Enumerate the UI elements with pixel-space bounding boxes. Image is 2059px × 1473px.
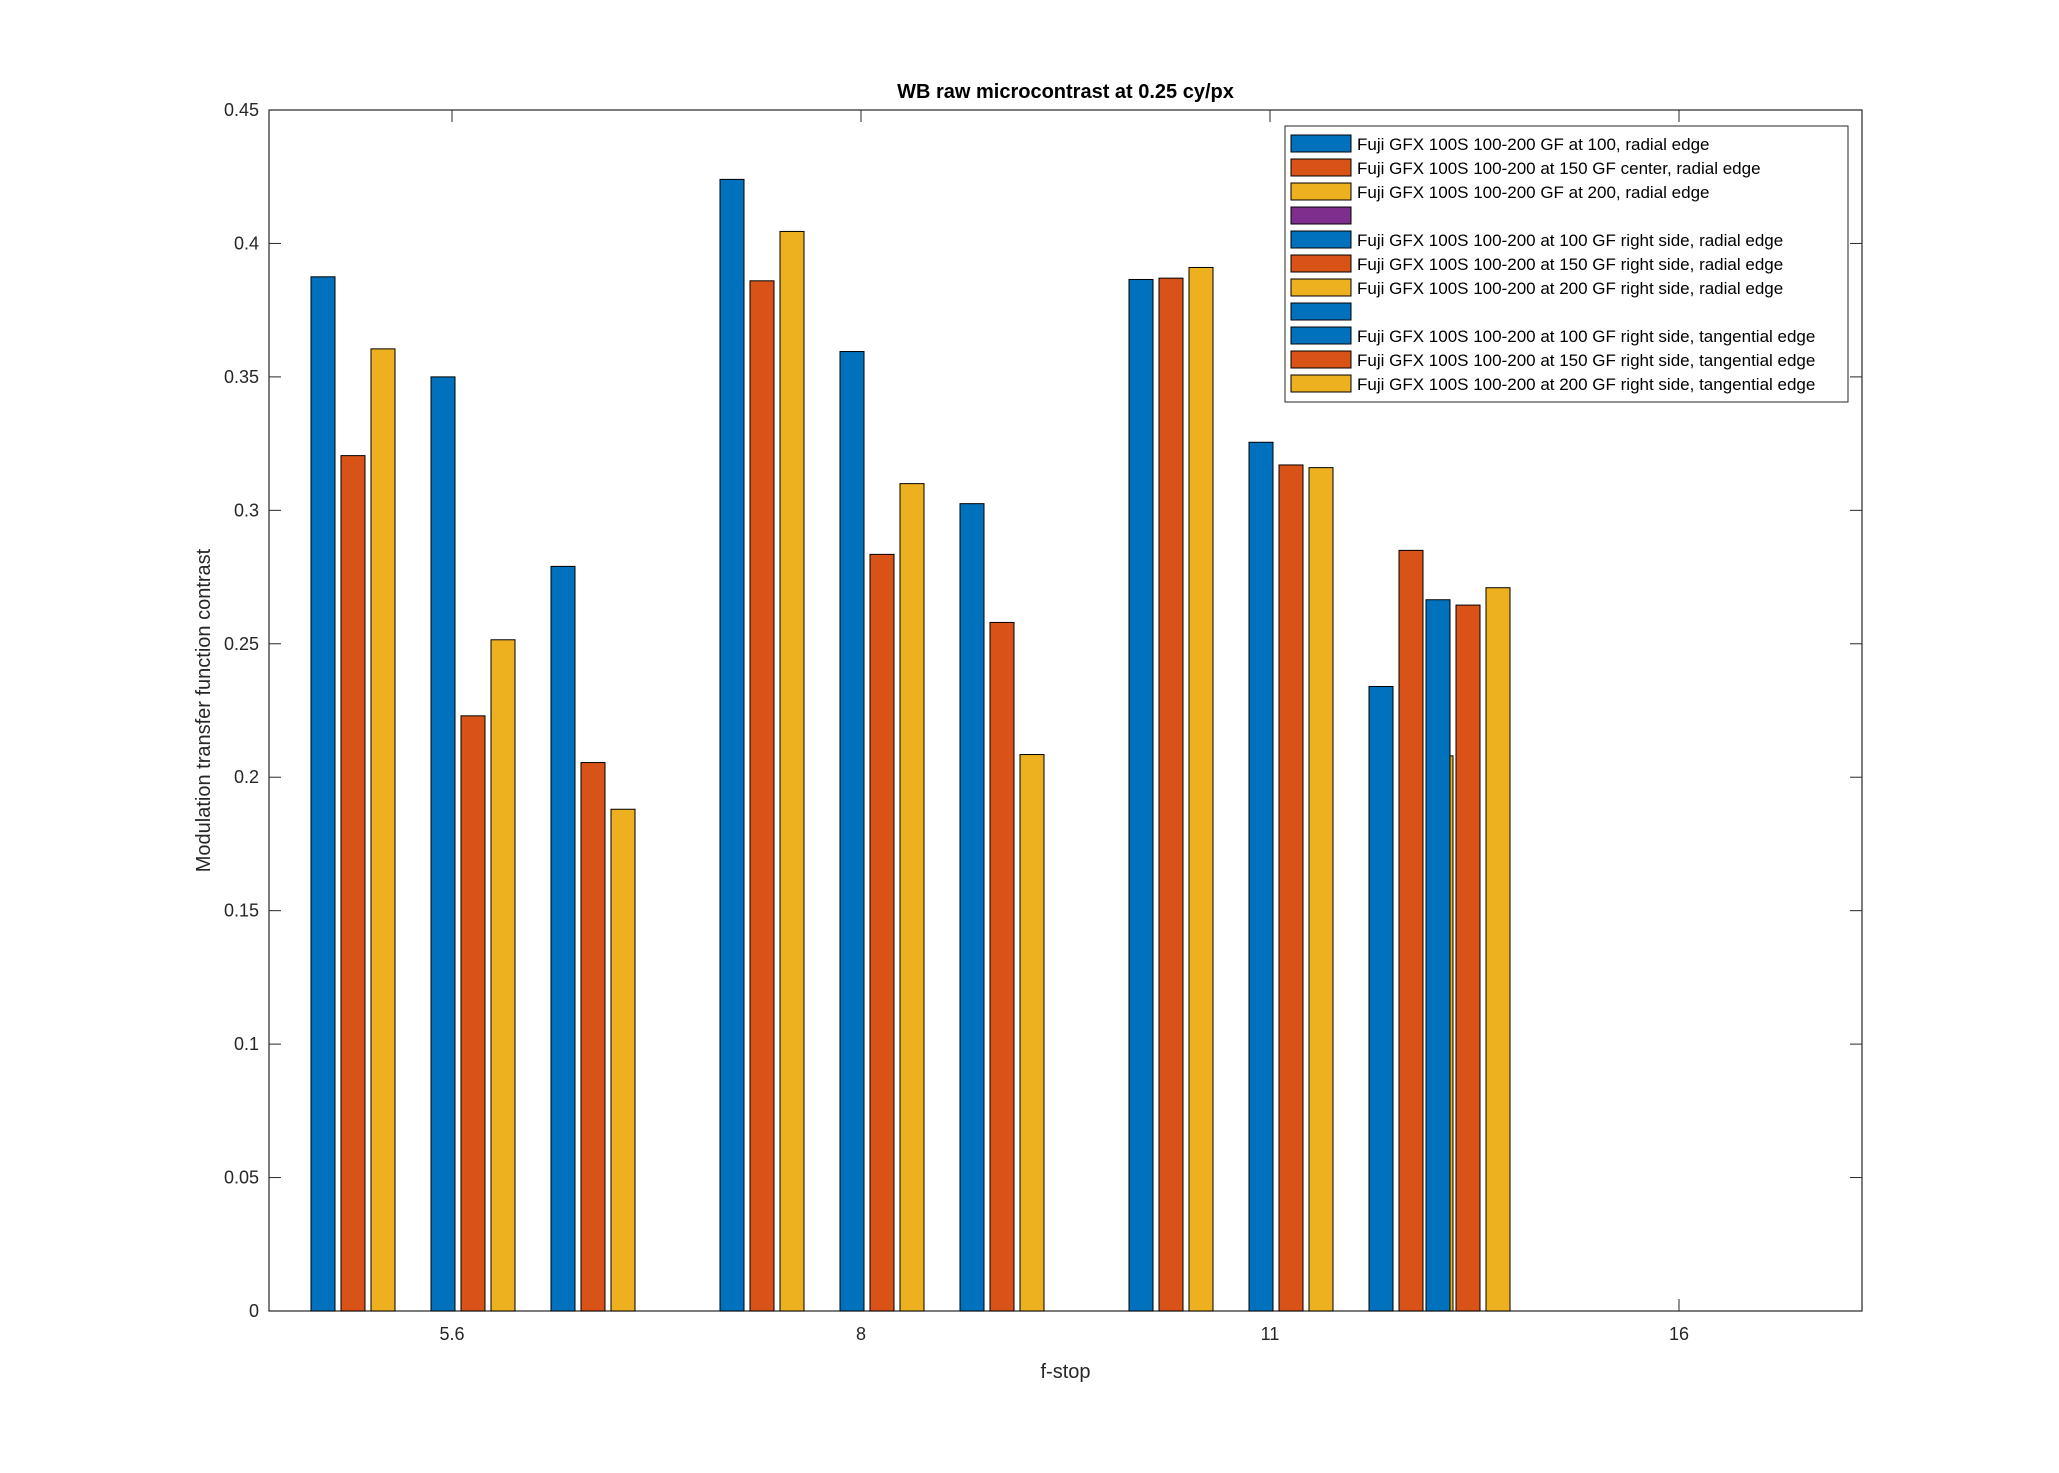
bar	[1425, 599, 1451, 1312]
legend-swatch	[1290, 254, 1352, 273]
bar	[1278, 464, 1304, 1312]
bar	[959, 503, 985, 1312]
legend-label: Fuji GFX 100S 100-200 at 150 GF right si…	[1357, 255, 1783, 274]
legend-label: Fuji GFX 100S 100-200 at 200 GF right si…	[1357, 279, 1783, 298]
legend-label: Fuji GFX 100S 100-200 at 150 GF right si…	[1357, 351, 1815, 370]
x-axis-title: f-stop	[1040, 1361, 1090, 1383]
legend-swatch	[1290, 230, 1352, 249]
y-tick-label: 0.2	[234, 767, 259, 787]
bar	[899, 483, 925, 1312]
y-tick-label: 0.25	[224, 634, 259, 654]
y-tick-label: 0.05	[224, 1168, 259, 1188]
bar	[1368, 685, 1394, 1312]
x-tick-label: 8	[856, 1324, 866, 1344]
legend: Fuji GFX 100S 100-200 GF at 100, radial …	[1284, 125, 1849, 403]
legend-swatch	[1290, 326, 1352, 345]
bar	[1485, 587, 1511, 1312]
bar	[1158, 277, 1184, 1312]
bar	[1248, 441, 1274, 1312]
bar	[310, 276, 336, 1312]
bar	[460, 715, 486, 1312]
y-tick-label: 0.45	[224, 100, 259, 120]
y-tick-label: 0.1	[234, 1034, 259, 1054]
y-tick-label: 0.3	[234, 500, 259, 520]
y-axis-title: Modulation transfer function contrast	[193, 548, 215, 872]
legend-swatch	[1290, 374, 1352, 393]
bar	[749, 280, 775, 1312]
bar	[490, 639, 516, 1312]
legend-label: Fuji GFX 100S 100-200 GF at 200, radial …	[1357, 183, 1709, 202]
bar	[989, 621, 1015, 1312]
bar	[430, 376, 456, 1312]
bar	[719, 178, 745, 1312]
legend-label: Fuji GFX 100S 100-200 at 100 GF right si…	[1357, 327, 1815, 346]
bar	[869, 553, 895, 1312]
bar	[839, 351, 865, 1312]
legend-swatch	[1290, 350, 1352, 369]
x-tick-label: 16	[1669, 1324, 1689, 1344]
bar	[580, 762, 606, 1312]
chart-title: WB raw microcontrast at 0.25 cy/px	[897, 81, 1234, 103]
bar	[1455, 604, 1481, 1312]
x-tick-label: 11	[1261, 1324, 1280, 1344]
legend-swatch	[1290, 134, 1352, 153]
legend-swatch	[1290, 278, 1352, 297]
y-tick-label: 0.4	[234, 233, 259, 253]
bar	[1019, 754, 1045, 1312]
legend-label: Fuji GFX 100S 100-200 at 150 GF center, …	[1357, 159, 1761, 178]
y-tick-label: 0.15	[224, 901, 259, 921]
bar	[1398, 549, 1424, 1312]
bar	[610, 808, 636, 1312]
legend-label: Fuji GFX 100S 100-200 at 100 GF right si…	[1357, 231, 1783, 250]
legend-label: Fuji GFX 100S 100-200 at 200 GF right si…	[1357, 375, 1815, 394]
legend-swatch	[1290, 206, 1352, 225]
legend-swatch	[1290, 182, 1352, 201]
bar	[1308, 467, 1334, 1312]
x-tick-label: 5.6	[439, 1324, 464, 1344]
y-tick-label: 0.35	[224, 367, 259, 387]
bar	[550, 565, 576, 1312]
legend-label: Fuji GFX 100S 100-200 GF at 100, radial …	[1357, 135, 1709, 154]
bar	[779, 230, 805, 1312]
y-tick-label: 0	[249, 1301, 259, 1321]
bar	[340, 455, 366, 1312]
legend-box	[1284, 125, 1849, 403]
bar	[1128, 278, 1154, 1312]
bar	[370, 348, 396, 1312]
legend-swatch	[1290, 158, 1352, 177]
bar	[1188, 266, 1214, 1312]
legend-swatch	[1290, 302, 1352, 321]
